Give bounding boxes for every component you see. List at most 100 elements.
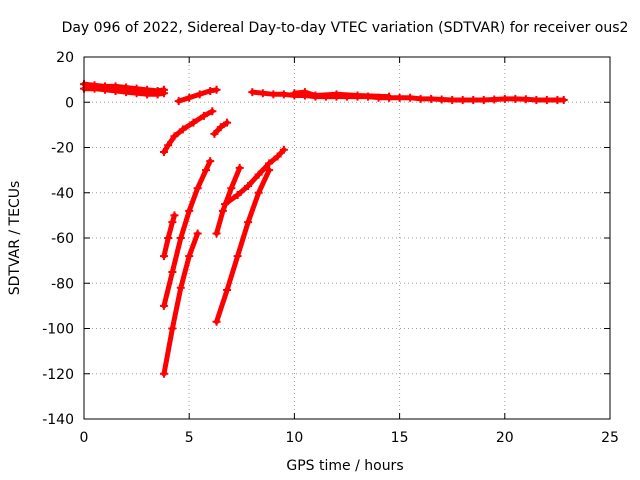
data-point	[202, 166, 211, 175]
y-tick-label: -40	[51, 186, 74, 202]
data-track-11	[220, 145, 288, 209]
data-point	[542, 95, 551, 104]
data-point	[427, 94, 436, 103]
data-point	[559, 95, 568, 104]
data-point	[395, 93, 404, 102]
data-track-band	[161, 212, 177, 259]
data-point	[218, 206, 227, 215]
data-point	[185, 206, 194, 215]
data-point	[153, 90, 162, 99]
x-tick-label: 5	[185, 430, 194, 446]
data-point	[170, 211, 179, 220]
data-point	[279, 145, 288, 154]
y-axis-label: SDTVAR / TECUs	[7, 181, 23, 296]
data-point	[300, 88, 309, 97]
data-point	[244, 218, 253, 227]
data-point	[159, 148, 168, 157]
data-point	[90, 84, 99, 93]
data-point	[258, 89, 267, 98]
data-point	[143, 90, 152, 99]
data-point	[290, 89, 299, 98]
y-tick-label: -140	[42, 412, 74, 428]
x-axis-label: GPS time / hours	[286, 458, 403, 474]
data-point	[458, 95, 467, 104]
data-point	[122, 88, 131, 97]
data-point	[385, 92, 394, 101]
y-tick-label: -80	[51, 276, 74, 292]
data-track-2	[174, 85, 221, 106]
data-point	[254, 188, 263, 197]
data-track-band	[214, 167, 272, 325]
ticks-layer: 0 5 10 15 20 25 20 0 -20 -40 -60 -80 -100 -120 -140	[42, 50, 619, 446]
data-point	[265, 166, 274, 175]
data-point	[210, 129, 219, 138]
data-point	[265, 159, 274, 168]
y-tick-label: 0	[65, 95, 74, 111]
data-point	[212, 85, 221, 94]
data-point	[174, 97, 183, 106]
data-point	[206, 157, 215, 166]
data-point	[193, 184, 202, 193]
data-point	[159, 369, 168, 378]
data-track-12	[212, 166, 274, 326]
data-point	[170, 132, 179, 141]
data-point	[212, 229, 221, 238]
data-point	[195, 90, 204, 99]
data-point	[216, 123, 225, 132]
data-point	[490, 95, 499, 104]
data-point	[479, 95, 488, 104]
chart-title: Day 096 of 2022, Sidereal Day-to-day VTE…	[62, 20, 629, 36]
data-point	[353, 91, 362, 100]
data-point	[101, 85, 110, 94]
data-point	[521, 95, 530, 104]
data-point	[208, 107, 217, 116]
data-point	[159, 301, 168, 310]
data-point	[185, 252, 194, 261]
data-point	[185, 93, 194, 102]
data-track-8	[159, 157, 215, 310]
data-point	[168, 324, 177, 333]
y-tick-label: -20	[51, 141, 74, 157]
data-point	[176, 234, 185, 242]
data-point	[223, 286, 232, 295]
x-tick-label: 0	[80, 430, 89, 446]
data-point	[233, 191, 242, 200]
x-tick-label: 10	[285, 430, 303, 446]
data-point	[500, 94, 509, 103]
data-point	[532, 95, 541, 104]
x-tick-label: 25	[601, 430, 619, 446]
data-point	[111, 86, 120, 95]
data-point	[206, 86, 215, 95]
y-tick-label: -120	[42, 367, 74, 383]
data-point	[448, 95, 457, 104]
data-point	[168, 267, 177, 276]
data-point	[406, 93, 415, 102]
data-point	[227, 184, 236, 193]
data-track-5	[159, 107, 217, 157]
data-point	[189, 118, 198, 127]
data-point	[273, 152, 282, 161]
data-point	[176, 283, 185, 292]
data-point	[469, 95, 478, 104]
grid-layer	[84, 57, 610, 419]
data-point	[269, 90, 278, 99]
data-point	[164, 234, 173, 242]
data-point	[279, 90, 288, 99]
x-tick-label: 20	[496, 430, 514, 446]
data-point	[437, 95, 446, 104]
data-point	[220, 200, 229, 209]
data-point	[212, 317, 221, 326]
data-point	[223, 118, 232, 127]
y-tick-label: -60	[51, 231, 74, 247]
data-point	[159, 89, 168, 98]
data-point	[168, 218, 177, 227]
data-point	[416, 94, 425, 103]
data-track-7	[159, 211, 179, 261]
data-point	[233, 252, 242, 261]
data-point	[159, 252, 168, 261]
data-point	[178, 125, 187, 134]
data-track-4	[290, 88, 394, 101]
x-tick-label: 15	[391, 430, 409, 446]
